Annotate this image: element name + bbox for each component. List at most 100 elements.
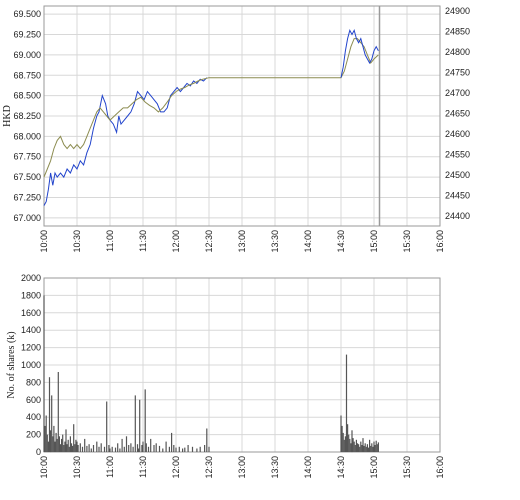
volume-bar	[70, 443, 73, 452]
volume-bar	[76, 441, 78, 452]
price-series-line	[43, 77, 208, 206]
price-y-tick-label: 69.000	[13, 50, 41, 60]
volume-bar	[372, 446, 374, 452]
volume-bar	[75, 439, 77, 452]
volume-bar	[64, 441, 66, 452]
volume-bar	[356, 443, 359, 452]
volume-bar	[130, 443, 132, 452]
volume-bar	[100, 443, 102, 452]
volume-bar	[79, 443, 81, 452]
price-x-tick-label: 15:00	[369, 230, 379, 253]
volume-bar	[370, 445, 372, 452]
price-plot-frame	[43, 5, 441, 227]
volume-bar	[123, 446, 125, 452]
volume-x-tick-label: 13:00	[237, 456, 247, 479]
volume-bar	[199, 446, 201, 452]
volume-bar	[92, 445, 95, 452]
price-x-tick-label: 10:00	[39, 230, 49, 253]
volume-y-tick-label: 1200	[21, 343, 41, 353]
volume-bar	[44, 425, 46, 452]
volume-bar	[342, 432, 344, 452]
volume-bars-group	[43, 295, 379, 453]
volume-bar	[187, 445, 189, 452]
volume-y-tick-label: 200	[26, 430, 41, 440]
volume-bar	[56, 438, 58, 452]
volume-bar	[350, 443, 352, 452]
price-x-tick-label: 12:30	[204, 230, 214, 253]
price-y-tick-label: 68.750	[13, 70, 41, 80]
volume-bar	[108, 445, 110, 452]
volume-bar	[65, 429, 67, 452]
index-y-tick-label: 24800	[445, 47, 470, 57]
volume-bar	[50, 430, 52, 453]
price-y-tick-label: 67.750	[13, 152, 41, 162]
volume-bar	[54, 441, 56, 452]
volume-bar	[106, 401, 108, 452]
volume-bar	[373, 441, 375, 452]
volume-bar	[109, 448, 111, 452]
price-x-tick-label: 11:30	[138, 230, 148, 252]
volume-y-axis-label: No. of shares (k)	[6, 331, 17, 398]
price-gridlines	[43, 6, 441, 226]
volume-bar	[344, 436, 346, 452]
volume-bar	[371, 443, 373, 452]
index-y-tick-label: 24750	[445, 68, 470, 78]
volume-bar	[182, 448, 184, 452]
price-x-tick-label: 11:00	[105, 230, 115, 252]
volume-bar	[360, 441, 362, 452]
volume-bar	[365, 446, 367, 452]
volume-bar	[367, 447, 370, 452]
price-series-line	[43, 38, 379, 178]
index-y-tick-label: 24900	[445, 6, 470, 16]
volume-bar	[358, 444, 360, 452]
volume-bar	[175, 447, 177, 452]
volume-y-tick-label: 800	[26, 377, 41, 387]
volume-y-tick-label: 400	[26, 412, 41, 422]
volume-x-tick-label: 11:00	[105, 456, 115, 478]
volume-bar	[117, 443, 119, 452]
price-x-tick-label: 14:30	[336, 230, 346, 253]
volume-bar	[144, 389, 146, 452]
volume-bar	[103, 446, 106, 452]
volume-bar	[138, 448, 140, 452]
volume-x-tick-label: 10:30	[72, 456, 82, 479]
volume-x-tick-label: 11:30	[138, 456, 148, 478]
price-chart: 67.000 67.250 67.500 67.750 68.000 68.250 68.5…	[2, 5, 470, 253]
volume-bar	[369, 439, 371, 452]
price-series-group	[43, 29, 379, 206]
volume-bar	[153, 445, 155, 452]
volume-bar	[351, 430, 353, 453]
volume-bar	[191, 446, 194, 452]
volume-bar	[376, 444, 378, 452]
price-y-tick-label: 67.000	[13, 213, 41, 223]
volume-bar	[121, 438, 123, 452]
volume-bar	[47, 441, 49, 452]
volume-bar	[141, 445, 143, 452]
volume-x-tick-label: 14:30	[336, 456, 346, 479]
index-y-tick-label: 24500	[445, 170, 470, 180]
price-y-axis-ticks: 67.000 67.250 67.500 67.750 68.000 68.250 68.5…	[13, 9, 41, 223]
volume-bar	[88, 444, 90, 452]
price-x-tick-label: 15:30	[402, 230, 412, 253]
volume-bar	[184, 447, 186, 452]
volume-bar	[377, 442, 379, 452]
volume-bar	[84, 438, 86, 452]
volume-bar	[353, 441, 355, 452]
volume-x-tick-label: 15:00	[369, 456, 379, 479]
volume-bar	[58, 436, 60, 452]
volume-bar	[355, 439, 357, 452]
volume-bar	[43, 295, 45, 452]
price-x-tick-label: 13:30	[270, 230, 280, 253]
volume-x-tick-label: 16:00	[435, 456, 445, 479]
volume-bar	[46, 434, 48, 452]
index-y-tick-label: 24700	[445, 88, 470, 98]
volume-bar	[63, 445, 65, 452]
volume-bar	[364, 443, 366, 452]
volume-y-tick-label: 1800	[21, 290, 41, 300]
index-y-tick-label: 24400	[445, 211, 470, 221]
volume-x-axis-ticks: 10:00 10:30 11:00 11:30 12:00 12:30 13:00 13:30…	[39, 456, 445, 479]
volume-x-tick-label: 10:00	[39, 456, 49, 479]
volume-bar	[55, 432, 57, 452]
price-x-axis-ticks: 10:00 10:30 11:00 11:30 12:00 12:30 13:00 13:30…	[39, 230, 445, 253]
index-y-tick-label: 24550	[445, 149, 470, 159]
